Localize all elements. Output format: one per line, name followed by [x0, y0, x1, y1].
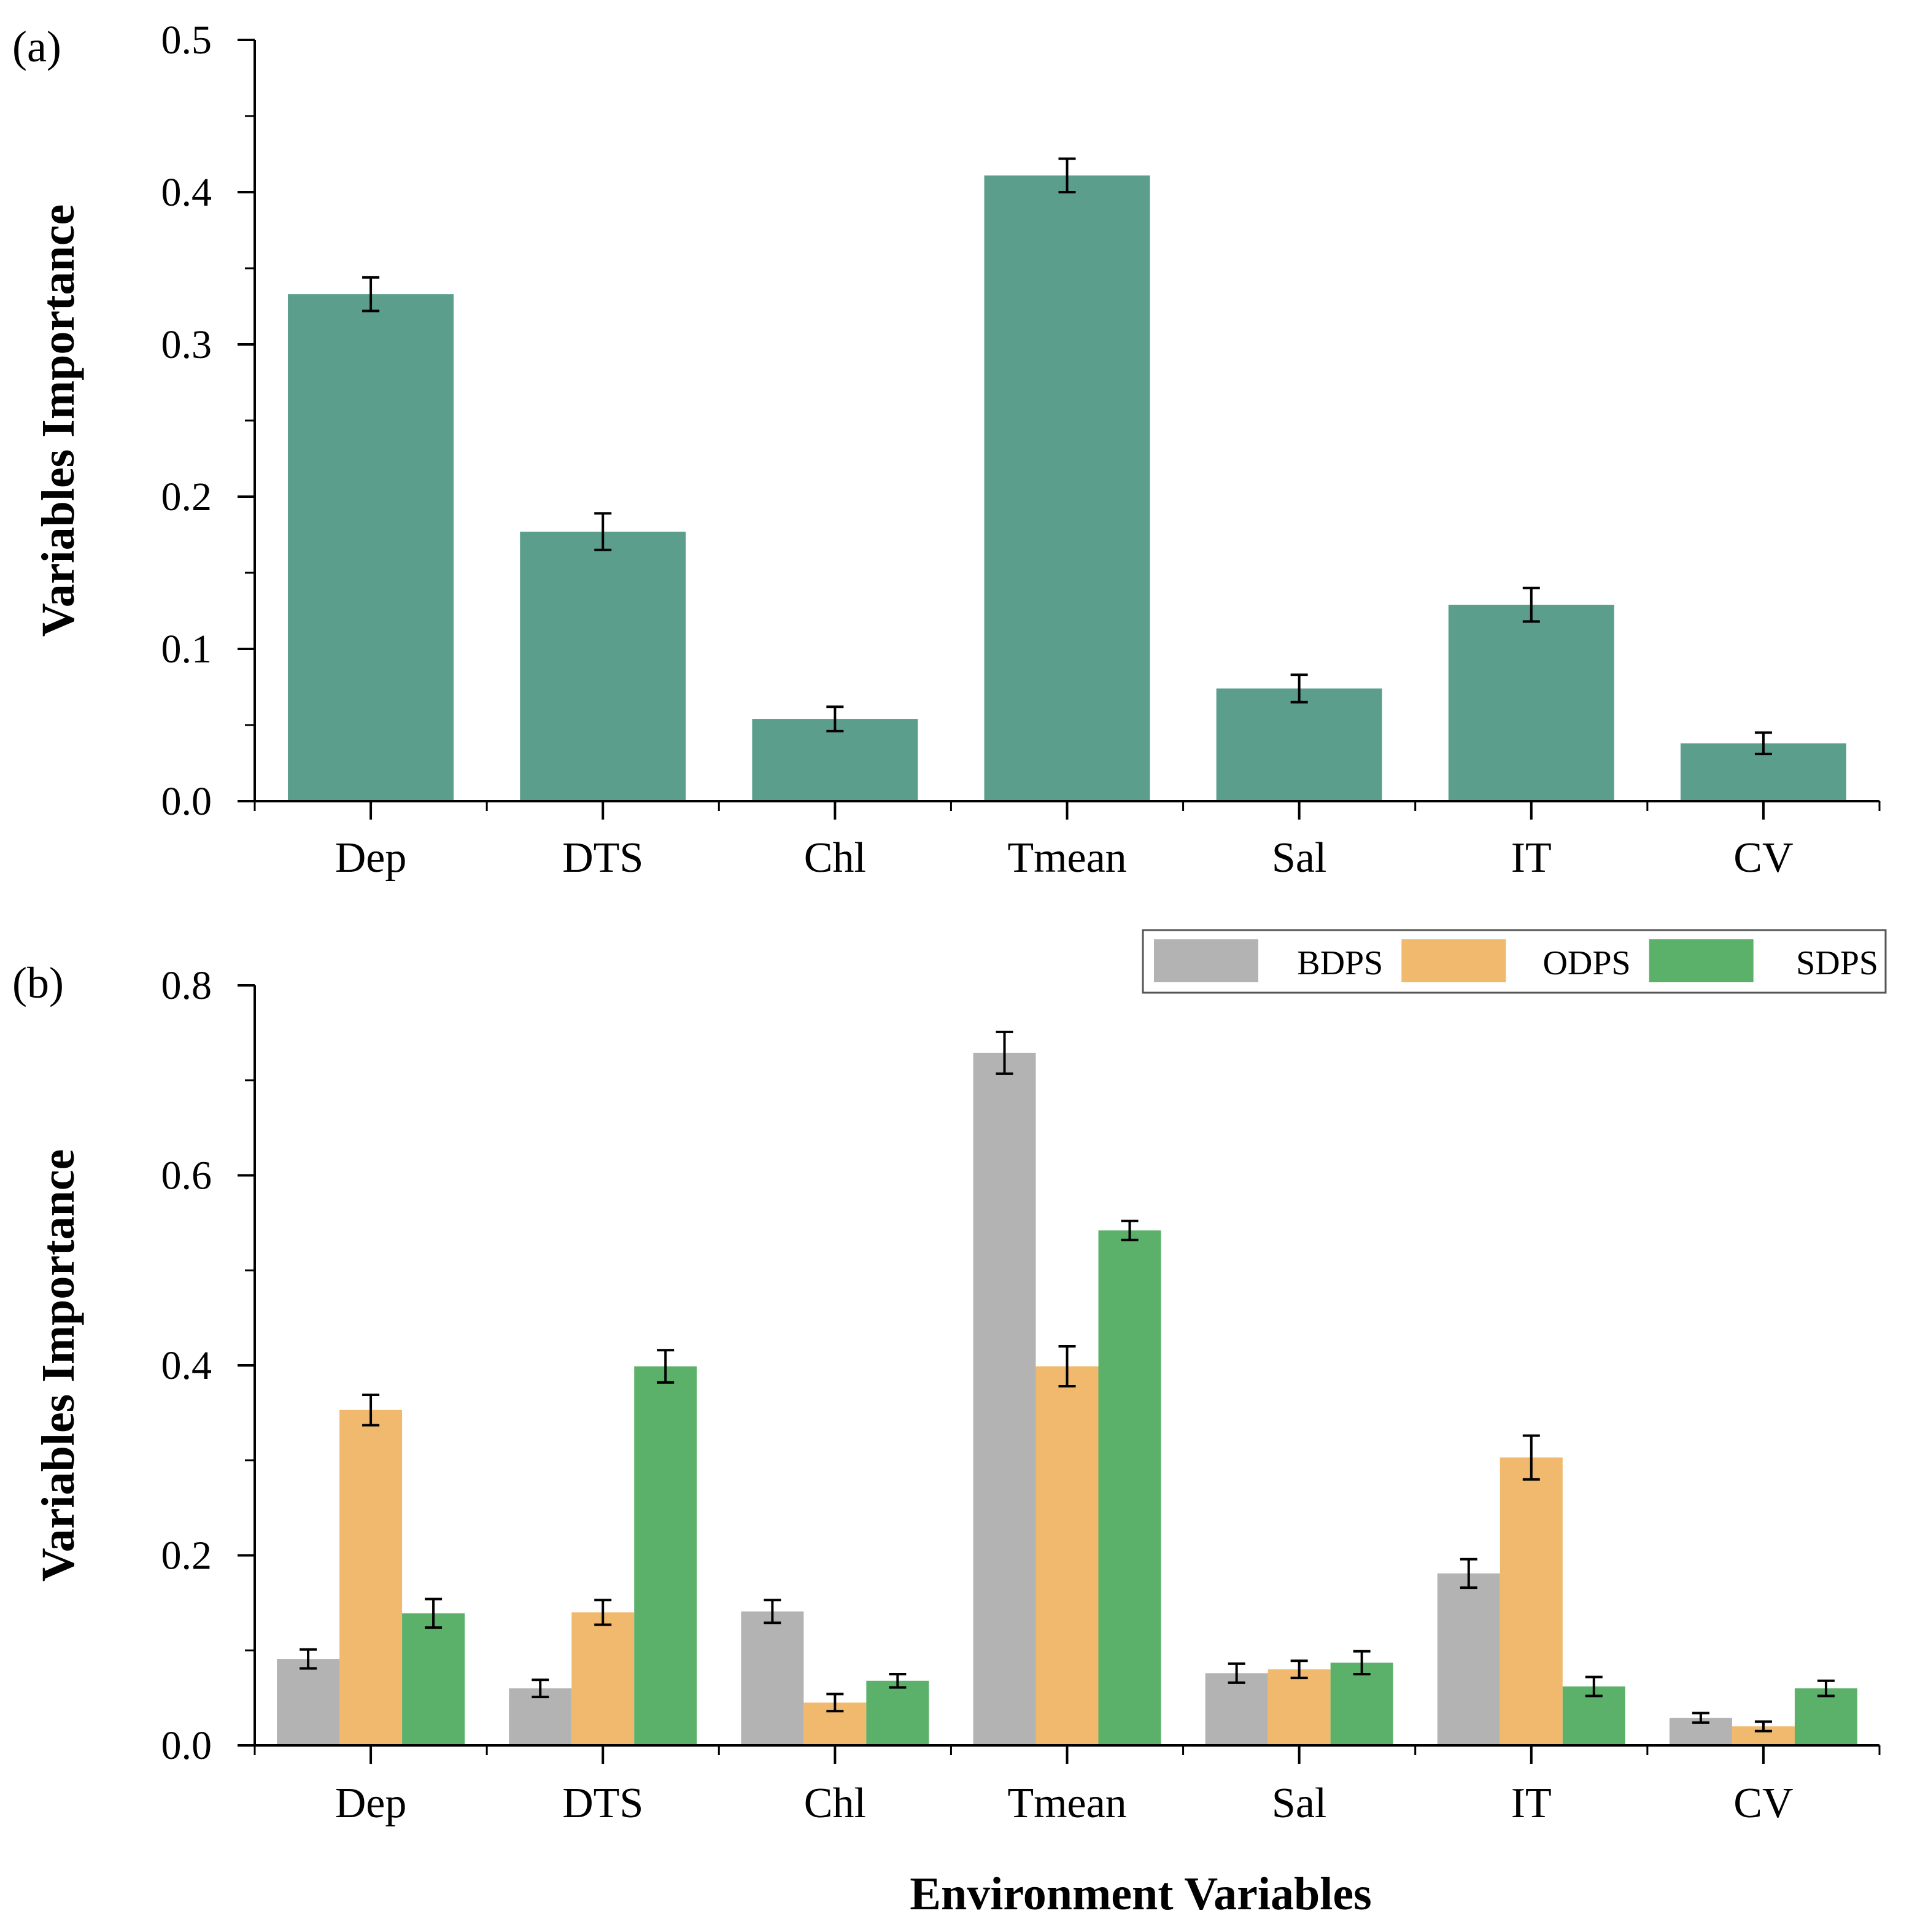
- x-tick-label-dep: Dep: [335, 1780, 407, 1827]
- bar-odps-sal: [1268, 1669, 1331, 1745]
- x-tick-label-tmean: Tmean: [1007, 834, 1126, 882]
- bar-sdps-dts: [634, 1366, 697, 1745]
- x-tick-label-it: IT: [1511, 1780, 1552, 1827]
- x-tick-label-dep: Dep: [335, 834, 407, 882]
- y-tick-label: 0.5: [161, 18, 212, 63]
- bar-bdps-it: [1437, 1573, 1500, 1745]
- x-tick-label-dts: DTS: [562, 834, 643, 882]
- bar-sdps-tmean: [1098, 1230, 1161, 1745]
- y-tick-label: 0.1: [161, 627, 212, 672]
- x-tick-label-tmean: Tmean: [1007, 1780, 1126, 1827]
- x-tick-label-cv: CV: [1733, 1780, 1793, 1827]
- panel-a-chart: (a) Variables Importance 0.0 0.1 0.2 0.3 0.4 0.…: [12, 18, 1881, 882]
- panel-label: (a): [12, 22, 61, 71]
- legend-box: [1142, 929, 1887, 994]
- legend-swatch-odps: [1401, 939, 1506, 982]
- bar-sdps-chl: [866, 1680, 929, 1745]
- bar-odps-tmean: [1035, 1366, 1099, 1745]
- y-tick-label: 0.4: [161, 1343, 212, 1388]
- x-tick-label-sal: Sal: [1272, 834, 1326, 882]
- bar-sdps-sal: [1330, 1662, 1393, 1745]
- bar-all-it: [1448, 605, 1614, 801]
- bar-odps-dts: [571, 1612, 635, 1745]
- bar-all-sal: [1216, 688, 1382, 801]
- y-tick-label: 0.8: [161, 963, 212, 1008]
- bar-all-chl: [752, 719, 918, 801]
- legend-label-sdps: SDPS: [1796, 944, 1878, 982]
- y-tick-label: 0.0: [161, 779, 212, 824]
- bar-all-tmean: [984, 175, 1150, 802]
- x-axis-title: Environment Variables: [910, 1868, 1371, 1920]
- x-tick-label-dts: DTS: [562, 1780, 643, 1827]
- y-axis-title: Variables Importance: [33, 1149, 84, 1581]
- x-tick-label-sal: Sal: [1272, 1780, 1326, 1827]
- x-tick-label-chl: Chl: [804, 1780, 866, 1827]
- panel-label: (b): [12, 958, 64, 1007]
- y-tick-label: 0.6: [161, 1154, 212, 1198]
- bar-sdps-cv: [1794, 1688, 1857, 1745]
- x-tick-label-cv: CV: [1733, 834, 1793, 882]
- y-tick-label: 0.2: [161, 475, 212, 519]
- y-tick-label: 0.4: [161, 170, 212, 215]
- bar-sdps-dep: [402, 1613, 465, 1745]
- bar-bdps-dep: [277, 1659, 340, 1745]
- panel-b-chart: (b) Variables Importance Environment Varia…: [12, 929, 1887, 1920]
- x-tick-label-chl: Chl: [804, 834, 866, 882]
- legend-label-bdps: BDPS: [1297, 944, 1383, 982]
- legend-swatch-bdps: [1154, 939, 1258, 982]
- bar-odps-it: [1500, 1457, 1563, 1745]
- bar-odps-dep: [339, 1410, 403, 1745]
- bar-all-dep: [288, 294, 454, 801]
- bar-bdps-sal: [1205, 1673, 1268, 1745]
- legend-swatch-sdps: [1649, 939, 1754, 982]
- x-tick-label-it: IT: [1511, 834, 1552, 882]
- y-tick-label: 0.2: [161, 1534, 212, 1578]
- y-axis-title: Variables Importance: [33, 204, 84, 637]
- bar-bdps-tmean: [973, 1052, 1036, 1745]
- bar-all-dts: [520, 532, 686, 801]
- bar-bdps-chl: [741, 1611, 804, 1745]
- y-tick-label: 0.0: [161, 1723, 212, 1768]
- legend-label-odps: ODPS: [1542, 944, 1630, 982]
- y-tick-label: 0.3: [161, 322, 212, 367]
